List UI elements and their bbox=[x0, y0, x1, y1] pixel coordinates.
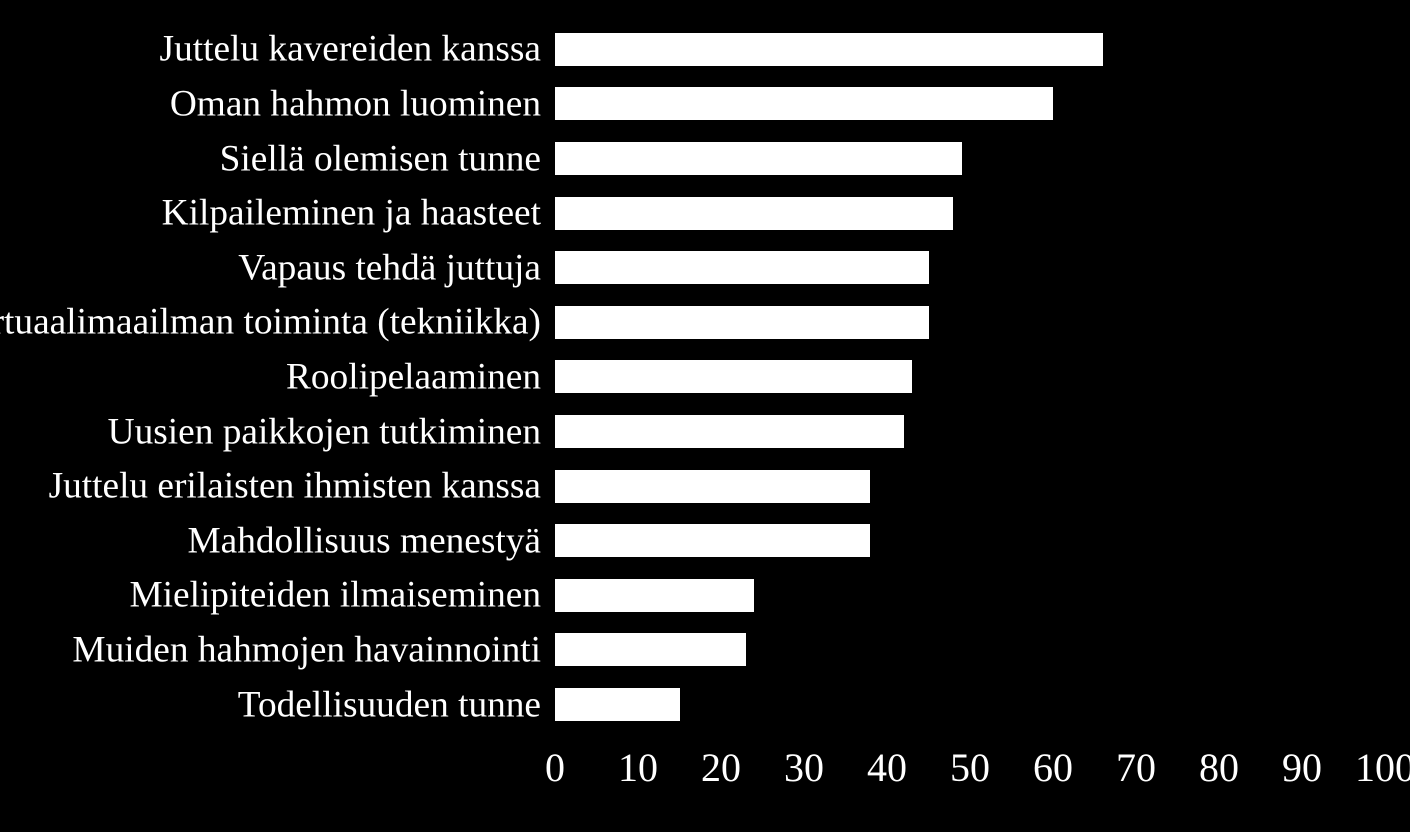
x-tick-label: 40 bbox=[867, 744, 907, 791]
category-label: Vapaus tehdä juttuja bbox=[238, 246, 541, 289]
category-label: Muiden hahmojen havainnointi bbox=[72, 628, 541, 671]
bar-row: Kilpaileminen ja haasteet bbox=[555, 197, 1385, 230]
bar bbox=[555, 524, 870, 557]
bar-row: Roolipelaaminen bbox=[555, 360, 1385, 393]
bar-row: Uusien paikkojen tutkiminen bbox=[555, 415, 1385, 448]
bar bbox=[555, 33, 1103, 66]
bar bbox=[555, 306, 929, 339]
x-tick-label: 50 bbox=[950, 744, 990, 791]
bar-row: Juttelu erilaisten ihmisten kanssa bbox=[555, 470, 1385, 503]
x-tick-label: 70 bbox=[1116, 744, 1156, 791]
bar bbox=[555, 87, 1053, 120]
category-label: Todellisuuden tunne bbox=[238, 683, 541, 726]
x-tick-label: 0 bbox=[545, 744, 565, 791]
category-label: Mahdollisuus menestyä bbox=[187, 519, 541, 562]
x-tick-label: 10 bbox=[618, 744, 658, 791]
bar-row: Virtuaalimaailman toiminta (tekniikka) bbox=[555, 306, 1385, 339]
horizontal-bar-chart: Juttelu kavereiden kanssa Oman hahmon luo… bbox=[0, 0, 1410, 832]
category-label: Juttelu erilaisten ihmisten kanssa bbox=[49, 465, 541, 508]
bar-row: Vapaus tehdä juttuja bbox=[555, 251, 1385, 284]
category-label: Juttelu kavereiden kanssa bbox=[160, 28, 541, 71]
category-label: Roolipelaaminen bbox=[286, 355, 541, 398]
category-label: Uusien paikkojen tutkiminen bbox=[108, 410, 541, 453]
bar-row: Mielipiteiden ilmaiseminen bbox=[555, 579, 1385, 612]
bar bbox=[555, 197, 953, 230]
x-tick-label: 60 bbox=[1033, 744, 1073, 791]
bar bbox=[555, 415, 904, 448]
bar-row: Siellä olemisen tunne bbox=[555, 142, 1385, 175]
bar bbox=[555, 688, 680, 721]
bar-row: Muiden hahmojen havainnointi bbox=[555, 633, 1385, 666]
bar bbox=[555, 579, 754, 612]
bar-row: Juttelu kavereiden kanssa bbox=[555, 33, 1385, 66]
category-label: Oman hahmon luominen bbox=[170, 82, 541, 125]
bar-row: Todellisuuden tunne bbox=[555, 688, 1385, 721]
x-tick-label: 20 bbox=[701, 744, 741, 791]
category-label: Virtuaalimaailman toiminta (tekniikka) bbox=[0, 301, 541, 344]
bar bbox=[555, 251, 929, 284]
bar bbox=[555, 360, 912, 393]
bar-row: Oman hahmon luominen bbox=[555, 87, 1385, 120]
x-tick-label: 100 bbox=[1355, 744, 1410, 791]
category-label: Mielipiteiden ilmaiseminen bbox=[129, 574, 541, 617]
bar-row: Mahdollisuus menestyä bbox=[555, 524, 1385, 557]
x-tick-label: 30 bbox=[784, 744, 824, 791]
bar bbox=[555, 633, 746, 666]
x-tick-label: 80 bbox=[1199, 744, 1239, 791]
category-label: Kilpaileminen ja haasteet bbox=[162, 192, 541, 235]
x-tick-label: 90 bbox=[1282, 744, 1322, 791]
bar bbox=[555, 142, 962, 175]
category-label: Siellä olemisen tunne bbox=[220, 137, 541, 180]
plot-area: Juttelu kavereiden kanssa Oman hahmon luo… bbox=[555, 22, 1385, 752]
bar bbox=[555, 470, 870, 503]
